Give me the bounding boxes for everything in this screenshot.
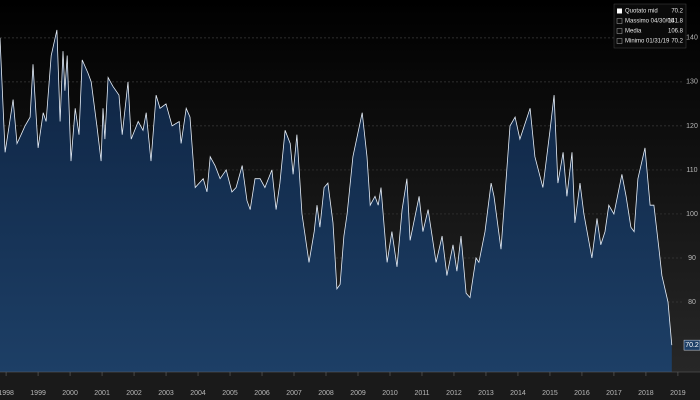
legend-label: Media	[625, 29, 642, 35]
x-tick-label: 2007	[286, 390, 302, 397]
x-tick-label: 2019	[670, 390, 686, 397]
x-tick-label: 2000	[62, 390, 78, 397]
legend-value: 141.8	[668, 19, 684, 25]
last-value-label: 70.2	[685, 342, 699, 349]
y-tick-label: 130	[686, 79, 698, 86]
area-fill	[0, 29, 672, 373]
x-tick-label: 2005	[222, 390, 238, 397]
x-tick-label: 2015	[542, 390, 558, 397]
x-tick-label: 2001	[94, 390, 110, 397]
x-tick-label: 2002	[126, 390, 142, 397]
y-tick-label: 100	[686, 211, 698, 218]
legend-swatch	[617, 8, 622, 14]
y-tick-label: 120	[686, 123, 698, 130]
y-tick-label: 140	[686, 35, 698, 42]
x-tick-label: 2018	[638, 390, 654, 397]
y-tick-label: 80	[688, 299, 696, 306]
legend-value: 106.8	[668, 29, 684, 35]
x-tick-label: 2012	[446, 390, 462, 397]
legend-label: Quotato mid	[625, 9, 658, 15]
legend-value: 70.2	[671, 39, 683, 45]
x-axis-strip	[0, 372, 700, 400]
y-tick-label: 90	[688, 255, 696, 262]
x-tick-label: 2004	[190, 390, 206, 397]
last-value-tag	[683, 339, 700, 351]
x-tick-label: 2009	[350, 390, 366, 397]
legend-label: Minimo 01/31/19	[625, 39, 670, 45]
legend-label: Massimo 04/30/00	[625, 19, 675, 25]
x-tick-label: 2003	[158, 390, 174, 397]
y-tick-label: 110	[686, 167, 697, 174]
x-tick-label: 2006	[254, 390, 270, 397]
legend-box	[613, 3, 687, 49]
x-tick-label: 2010	[382, 390, 398, 397]
x-tick-label: 1998	[0, 390, 14, 397]
area-line	[0, 29, 673, 346]
x-tick-label: 2013	[478, 390, 494, 397]
x-tick-label: 1999	[30, 390, 46, 397]
x-tick-label: 2014	[510, 390, 526, 397]
x-tick-label: 2011	[414, 390, 429, 397]
legend-swatch	[616, 28, 623, 34]
legend-value: 70.2	[671, 9, 683, 15]
x-tick-label: 2017	[606, 390, 622, 397]
legend-swatch	[616, 18, 623, 24]
x-tick-label: 2008	[318, 390, 334, 397]
legend-swatch	[616, 38, 623, 44]
x-tick-label: 2016	[574, 390, 590, 397]
